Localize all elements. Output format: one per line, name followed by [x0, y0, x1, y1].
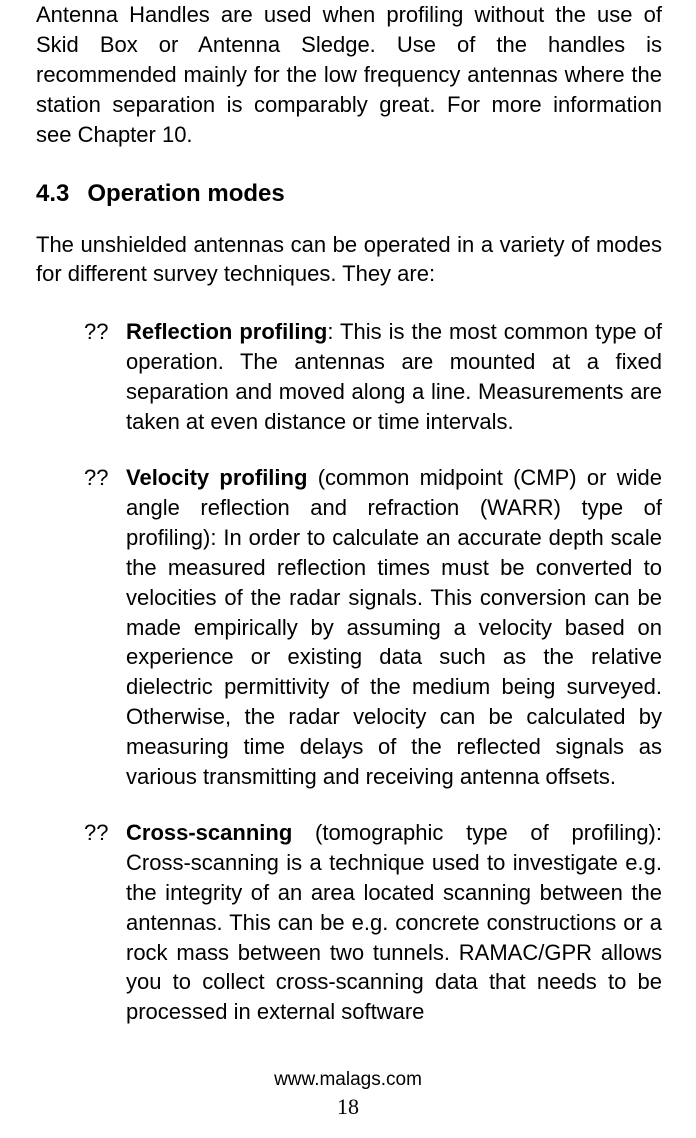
intro-paragraph: Antenna Handles are used when profiling …: [36, 0, 662, 150]
modes-intro-paragraph: The unshielded antennas can be operated …: [36, 230, 662, 290]
item-body: (common midpoint (CMP) or wide angle ref…: [126, 465, 662, 789]
list-item: ?? Velocity profiling (common midpoint (…: [92, 463, 662, 792]
item-sep: [292, 820, 315, 845]
section-number: 4.3: [36, 180, 69, 208]
item-body: (tomographic type of profiling): Cross-s…: [126, 820, 662, 1024]
footer-url: www.malags.com: [0, 1067, 696, 1093]
page: Antenna Handles are used when profiling …: [0, 0, 696, 1138]
list-item: ?? Cross-scanning (tomographic type of p…: [92, 818, 662, 1027]
list-item: ?? Reflection profiling: This is the mos…: [92, 317, 662, 437]
page-number: 18: [0, 1092, 696, 1122]
item-title: Cross-scanning: [126, 820, 292, 845]
bullet-marker: ??: [84, 317, 108, 347]
item-sep: :: [327, 319, 340, 344]
bullet-marker: ??: [84, 463, 108, 493]
section-title: Operation modes: [87, 180, 284, 207]
item-title: Velocity profiling: [126, 465, 307, 490]
page-footer: www.malags.com 18: [0, 1067, 696, 1122]
item-title: Reflection profiling: [126, 319, 327, 344]
bullet-marker: ??: [84, 818, 108, 848]
section-heading: 4.3 Operation modes: [36, 180, 662, 208]
item-sep: [307, 465, 317, 490]
modes-list: ?? Reflection profiling: This is the mos…: [36, 317, 662, 1027]
